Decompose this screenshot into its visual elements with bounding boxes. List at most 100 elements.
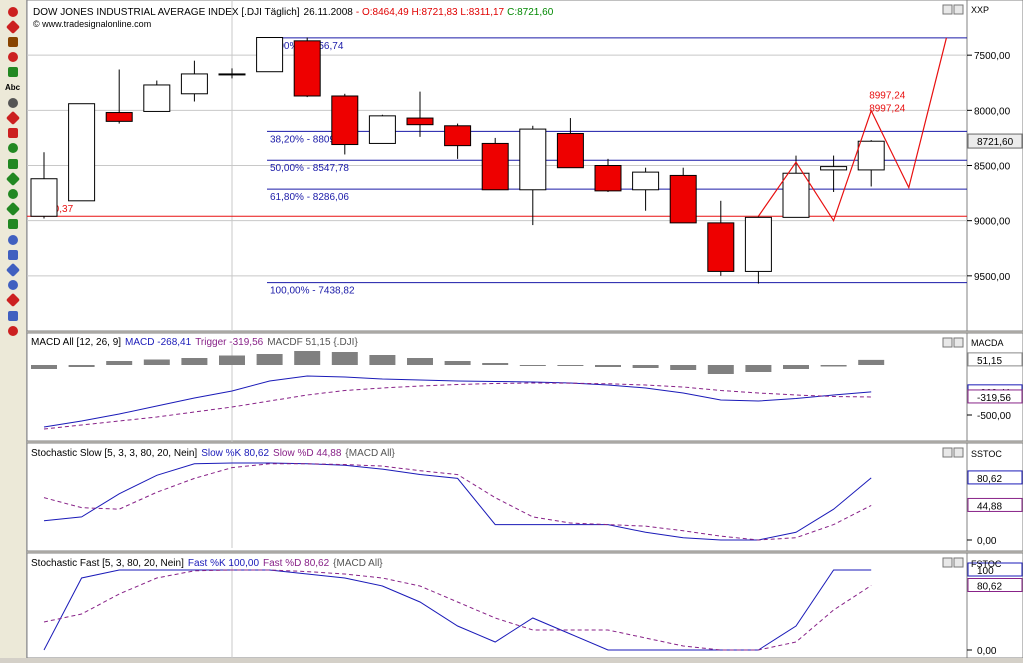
macd-histogram-bar (31, 365, 57, 369)
sstoc-plot-background (26, 442, 968, 552)
sstoc-value-box (967, 470, 1023, 485)
candle-down (669, 174, 697, 224)
drawing-toolbar: Abc (0, 0, 27, 658)
panel-controls-price[interactable] (942, 4, 964, 15)
wave-icon[interactable] (4, 202, 21, 217)
macd-plot-background (26, 332, 968, 442)
macd-axis-label: -500,00 (977, 411, 1011, 422)
fan-icon[interactable] (4, 171, 21, 186)
sstoc-series-line (43, 463, 872, 541)
last-price-label: 8721,60 (977, 137, 1014, 148)
candle-up (30, 178, 58, 217)
candle-up (218, 73, 246, 76)
title-date: 26.11.2008 (304, 7, 354, 18)
candle-down (481, 142, 509, 191)
fstoc-value-box (967, 562, 1023, 577)
macd-histogram-bar (858, 359, 885, 365)
macd-axis-label: 51,15 (977, 356, 1002, 367)
sstoc-title-d: Slow %D 44,88 (273, 448, 342, 459)
text-tool-icon[interactable]: Abc (4, 83, 21, 92)
macd-histogram-bar (68, 365, 95, 367)
copyright-text: © www.tradesignalonline.com (33, 19, 151, 29)
fibonacci-icon[interactable] (4, 141, 21, 156)
price-axis-label: 9500,00 (974, 272, 1011, 283)
panel-controls-sstoc[interactable] (942, 447, 964, 458)
panel-controls-macd[interactable] (942, 337, 964, 348)
circle-icon[interactable] (4, 262, 21, 277)
macd-title-trigger: Trigger -319,56 (195, 337, 263, 348)
macd-histogram-bar (407, 358, 433, 365)
macd-histogram-bar (670, 365, 697, 370)
panel-controls-fstoc[interactable] (942, 557, 964, 568)
sstoc-title-k: Slow %K 80,62 (201, 448, 269, 459)
sstoc-title: Stochastic Slow [5, 3, 3, 80, 20, Nein] S… (31, 448, 396, 459)
candle-down (594, 165, 622, 192)
macd-histogram-bar (745, 365, 772, 372)
arc-icon[interactable] (4, 217, 21, 232)
macd-histogram-bar (143, 359, 170, 365)
candle-down (331, 95, 359, 146)
fstoc-value-box (967, 578, 1023, 593)
brush-icon[interactable] (4, 50, 21, 65)
fstoc-series-line (43, 569, 872, 651)
trend-line-icon[interactable] (4, 110, 21, 125)
macd-histogram-bar (256, 354, 283, 365)
eraser-icon[interactable] (4, 323, 21, 338)
macd-histogram-bar (482, 363, 509, 365)
projection-line (757, 37, 947, 223)
macd-histogram-bar (181, 358, 208, 365)
sstoc-title-name: Stochastic Slow [5, 3, 3, 80, 20, Nein] (31, 448, 197, 459)
rectangle-icon[interactable] (4, 232, 21, 247)
macd-histogram-bar (369, 355, 396, 365)
macd-title-macd: MACD -268,41 (125, 337, 192, 348)
price-axis-label: 9000,00 (974, 217, 1011, 228)
macd-histogram-bar (294, 351, 321, 365)
macd-histogram-bar (820, 365, 847, 367)
sstoc-axis-label: 80,62 (977, 474, 1002, 485)
title-ohlc: - O:8464,49 H:8721,83 L:8311,17 (356, 7, 505, 18)
sstoc-axis (966, 442, 1023, 552)
line-tool-icon[interactable] (4, 19, 21, 34)
grid-icon[interactable] (4, 156, 21, 171)
macd-histogram-bar (595, 365, 621, 367)
candle-up (256, 37, 284, 73)
ellipse-icon[interactable] (4, 247, 21, 262)
macd-value-box (967, 389, 1023, 404)
macd-axis-id: MACDA (971, 338, 1004, 348)
macd-histogram-bar (331, 352, 358, 365)
sstoc-axis-label: 0,00 (977, 536, 997, 547)
vertical-line-icon[interactable] (4, 95, 21, 110)
gann-icon[interactable] (4, 186, 21, 201)
macd-histogram-bar (632, 365, 659, 368)
price-axis-label: 8500,00 (974, 162, 1011, 173)
macd-series-line (43, 382, 872, 430)
macd-histogram-bar (707, 365, 734, 374)
macd-histogram-bar (557, 365, 584, 366)
fstoc-title-rest: {MACD All} (333, 558, 383, 569)
magnet-icon[interactable] (4, 293, 21, 308)
candle-down (105, 112, 133, 122)
macd-title-rest: MACDF 51,15 {.DJI} (267, 337, 358, 348)
candle-down (293, 40, 321, 97)
candle-down (707, 222, 735, 272)
price-axis-id: XXP (971, 5, 989, 15)
channel-icon[interactable] (4, 126, 21, 141)
candle-up (519, 128, 547, 191)
arrow-up-icon[interactable] (4, 65, 21, 80)
candle-up (857, 140, 885, 171)
macd-value-box (967, 352, 1023, 367)
macd-histogram-bar (219, 355, 245, 365)
macd-axis-label: -319,56 (977, 393, 1011, 404)
macd-histogram-bar (444, 361, 471, 365)
ruler-icon[interactable] (4, 34, 21, 49)
price-axis-label: 8000,00 (974, 106, 1011, 117)
projection-label: 8997,24 (869, 104, 906, 115)
sstoc-axis-label: 44,88 (977, 501, 1002, 512)
fstoc-title: Stochastic Fast [5, 3, 80, 20, Nein] Fast… (31, 558, 383, 569)
pencil-icon[interactable] (4, 4, 21, 19)
triangle-icon[interactable] (4, 278, 21, 293)
title-close: C:8721,60 (507, 7, 554, 18)
cursor-icon[interactable] (4, 308, 21, 323)
last-price-box (967, 133, 1023, 149)
